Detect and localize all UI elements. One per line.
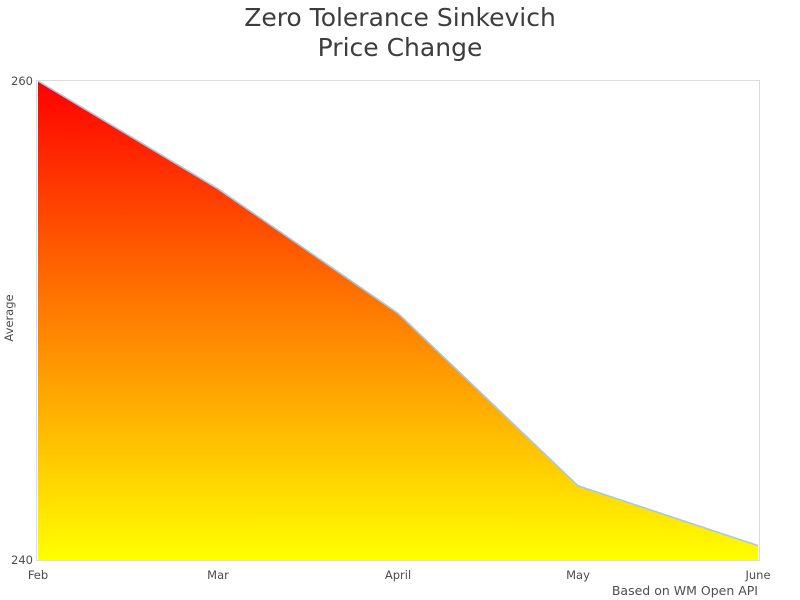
x-tick-label: May (566, 568, 590, 582)
chart-title-line-1: Zero Tolerance Sinkevich (244, 3, 556, 32)
plot-svg (37, 81, 759, 560)
x-tick-label: April (384, 568, 412, 582)
x-tick-label: Feb (27, 568, 49, 582)
chart-title-line-2: Price Change (317, 33, 483, 62)
y-axis-label: Average (2, 294, 16, 342)
chart-title: Zero Tolerance Sinkevich Price Change (0, 3, 800, 63)
y-tick-label: 260 (11, 73, 33, 88)
x-tick-label: Mar (207, 568, 229, 582)
area-series-fill (38, 81, 758, 560)
plot-area (36, 80, 760, 561)
y-tick-label: 240 (11, 552, 33, 567)
x-tick-label: June (745, 568, 771, 582)
chart-caption: Based on WM Open API (611, 583, 758, 598)
area-series-outline (37, 81, 759, 547)
